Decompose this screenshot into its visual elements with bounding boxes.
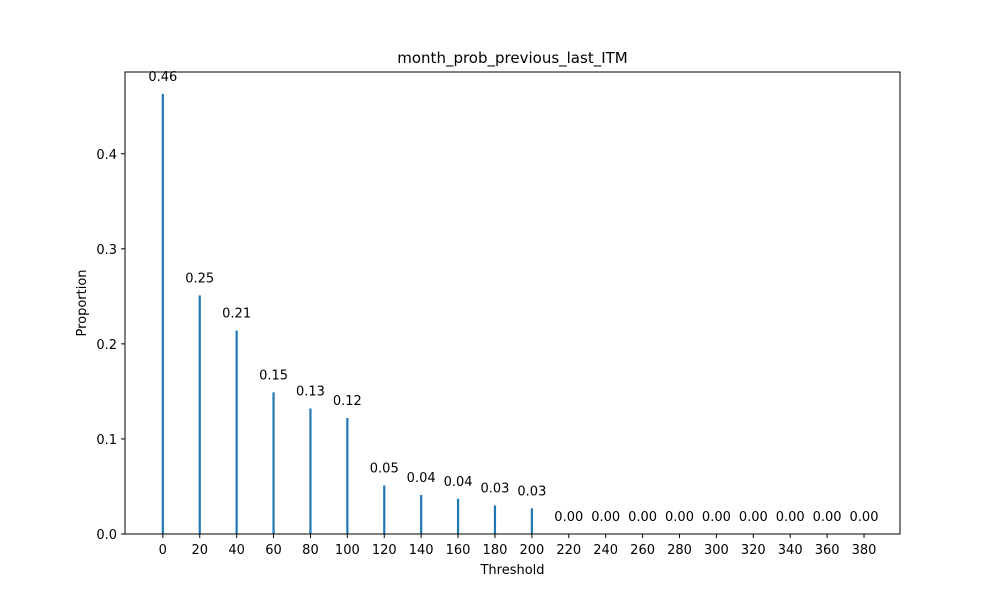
x-tick-label: 20 bbox=[191, 543, 208, 558]
bar-value-label: 0.00 bbox=[702, 510, 731, 525]
x-tick-label: 260 bbox=[630, 543, 655, 558]
bar-value-label: 0.00 bbox=[628, 510, 657, 525]
bar-value-label: 0.21 bbox=[222, 307, 251, 322]
bar-value-label: 0.13 bbox=[296, 385, 325, 400]
bar-value-label: 0.00 bbox=[739, 510, 768, 525]
bar-100 bbox=[346, 418, 349, 534]
chart-title: month_prob_previous_last_ITM bbox=[397, 49, 627, 68]
x-tick-label: 380 bbox=[852, 543, 877, 558]
y-tick-label: 0.1 bbox=[96, 433, 117, 448]
x-tick-label: 0 bbox=[159, 543, 167, 558]
bar-value-label: 0.05 bbox=[370, 462, 399, 477]
bar-value-label: 0.00 bbox=[850, 510, 879, 525]
bar-80 bbox=[309, 408, 312, 534]
bar-0 bbox=[161, 93, 164, 534]
bar-value-label: 0.00 bbox=[776, 510, 805, 525]
bar-200 bbox=[530, 508, 533, 534]
plot-frame bbox=[124, 71, 901, 535]
y-axis: 0.0 0.1 0.2 0.3 0.4 bbox=[96, 148, 125, 543]
x-tick-label: 140 bbox=[409, 543, 434, 558]
x-tick-label: 320 bbox=[741, 543, 766, 558]
bar-60 bbox=[272, 392, 275, 534]
x-axis: 0 20 40 60 80 100 120 140 160 180 200 220 240 260 280 3… bbox=[159, 534, 877, 558]
bar-value-label: 0.25 bbox=[185, 271, 214, 286]
bar-160 bbox=[456, 498, 460, 534]
bar-labels-group: 0.46 0.25 0.21 0.15 0.13 0.12 0.05 0.04 0.04 0.03… bbox=[148, 70, 878, 525]
x-tick-label: 40 bbox=[228, 543, 245, 558]
bar-40 bbox=[235, 330, 238, 534]
x-tick-label: 360 bbox=[815, 543, 840, 558]
bar-value-label: 0.04 bbox=[407, 471, 436, 486]
x-tick-label: 100 bbox=[335, 543, 360, 558]
y-tick-label: 0.4 bbox=[96, 148, 117, 163]
bar-value-label: 0.00 bbox=[554, 510, 583, 525]
bar-value-label: 0.03 bbox=[517, 484, 546, 499]
x-tick-label: 240 bbox=[593, 543, 618, 558]
bar-value-label: 0.15 bbox=[259, 368, 288, 383]
x-tick-label: 340 bbox=[778, 543, 803, 558]
bar-180 bbox=[493, 505, 497, 534]
x-tick-label: 300 bbox=[704, 543, 729, 558]
bar-value-label: 0.00 bbox=[665, 510, 694, 525]
x-tick-label: 160 bbox=[446, 543, 471, 558]
bar-20 bbox=[198, 295, 201, 534]
x-tick-label: 220 bbox=[556, 543, 581, 558]
bar-140 bbox=[420, 495, 423, 534]
bar-value-label: 0.00 bbox=[813, 510, 842, 525]
x-tick-label: 60 bbox=[265, 543, 282, 558]
x-tick-label: 200 bbox=[519, 543, 544, 558]
x-tick-label: 80 bbox=[302, 543, 319, 558]
y-axis-label: Proportion bbox=[75, 269, 90, 336]
x-axis-label: Threshold bbox=[479, 563, 544, 578]
bar-value-label: 0.00 bbox=[591, 510, 620, 525]
bars-group bbox=[161, 93, 866, 535]
bar-value-label: 0.46 bbox=[148, 70, 177, 85]
bar-value-label: 0.04 bbox=[444, 475, 473, 490]
y-tick-label: 0.0 bbox=[96, 528, 117, 543]
x-tick-label: 180 bbox=[483, 543, 508, 558]
bar-value-label: 0.12 bbox=[333, 394, 362, 409]
x-tick-label: 280 bbox=[667, 543, 692, 558]
bar-120 bbox=[383, 485, 386, 534]
x-tick-label: 120 bbox=[372, 543, 397, 558]
bar-value-label: 0.03 bbox=[480, 481, 509, 496]
y-tick-label: 0.2 bbox=[96, 338, 117, 353]
y-tick-label: 0.3 bbox=[96, 243, 117, 258]
